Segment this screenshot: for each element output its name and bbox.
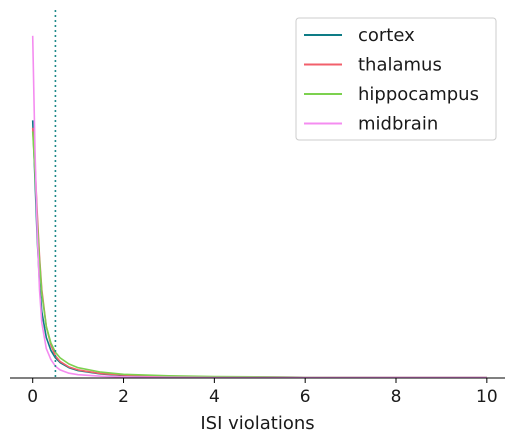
x-tick-label: 2 bbox=[118, 387, 129, 407]
legend-item-midbrain: midbrain bbox=[304, 114, 438, 135]
x-tick-label: 8 bbox=[391, 387, 402, 407]
legend-item-hippocampus: hippocampus bbox=[304, 84, 479, 105]
series-line-cortex bbox=[31, 120, 487, 379]
series-line-hippocampus bbox=[31, 131, 487, 379]
legend-label: hippocampus bbox=[358, 84, 479, 105]
x-tick-label: 10 bbox=[476, 387, 498, 407]
legend-items: cortex thalamus hippocampus midbrain bbox=[304, 25, 479, 135]
legend-item-thalamus: thalamus bbox=[304, 55, 442, 76]
legend-label: thalamus bbox=[358, 55, 442, 76]
legend-label: cortex bbox=[358, 25, 415, 46]
legend-label: midbrain bbox=[358, 114, 438, 135]
x-tick-label: 4 bbox=[209, 387, 220, 407]
x-tick-label: 6 bbox=[300, 387, 311, 407]
x-tick-label: 0 bbox=[27, 387, 38, 407]
legend: cortex thalamus hippocampus midbrain bbox=[295, 17, 497, 141]
legend-box bbox=[295, 17, 497, 141]
series-line-thalamus bbox=[31, 127, 487, 379]
legend-item-cortex: cortex bbox=[304, 25, 415, 46]
x-axis-label: ISI violations bbox=[200, 413, 314, 434]
x-axis-ticks: 0 2 4 6 8 10 bbox=[27, 378, 498, 407]
